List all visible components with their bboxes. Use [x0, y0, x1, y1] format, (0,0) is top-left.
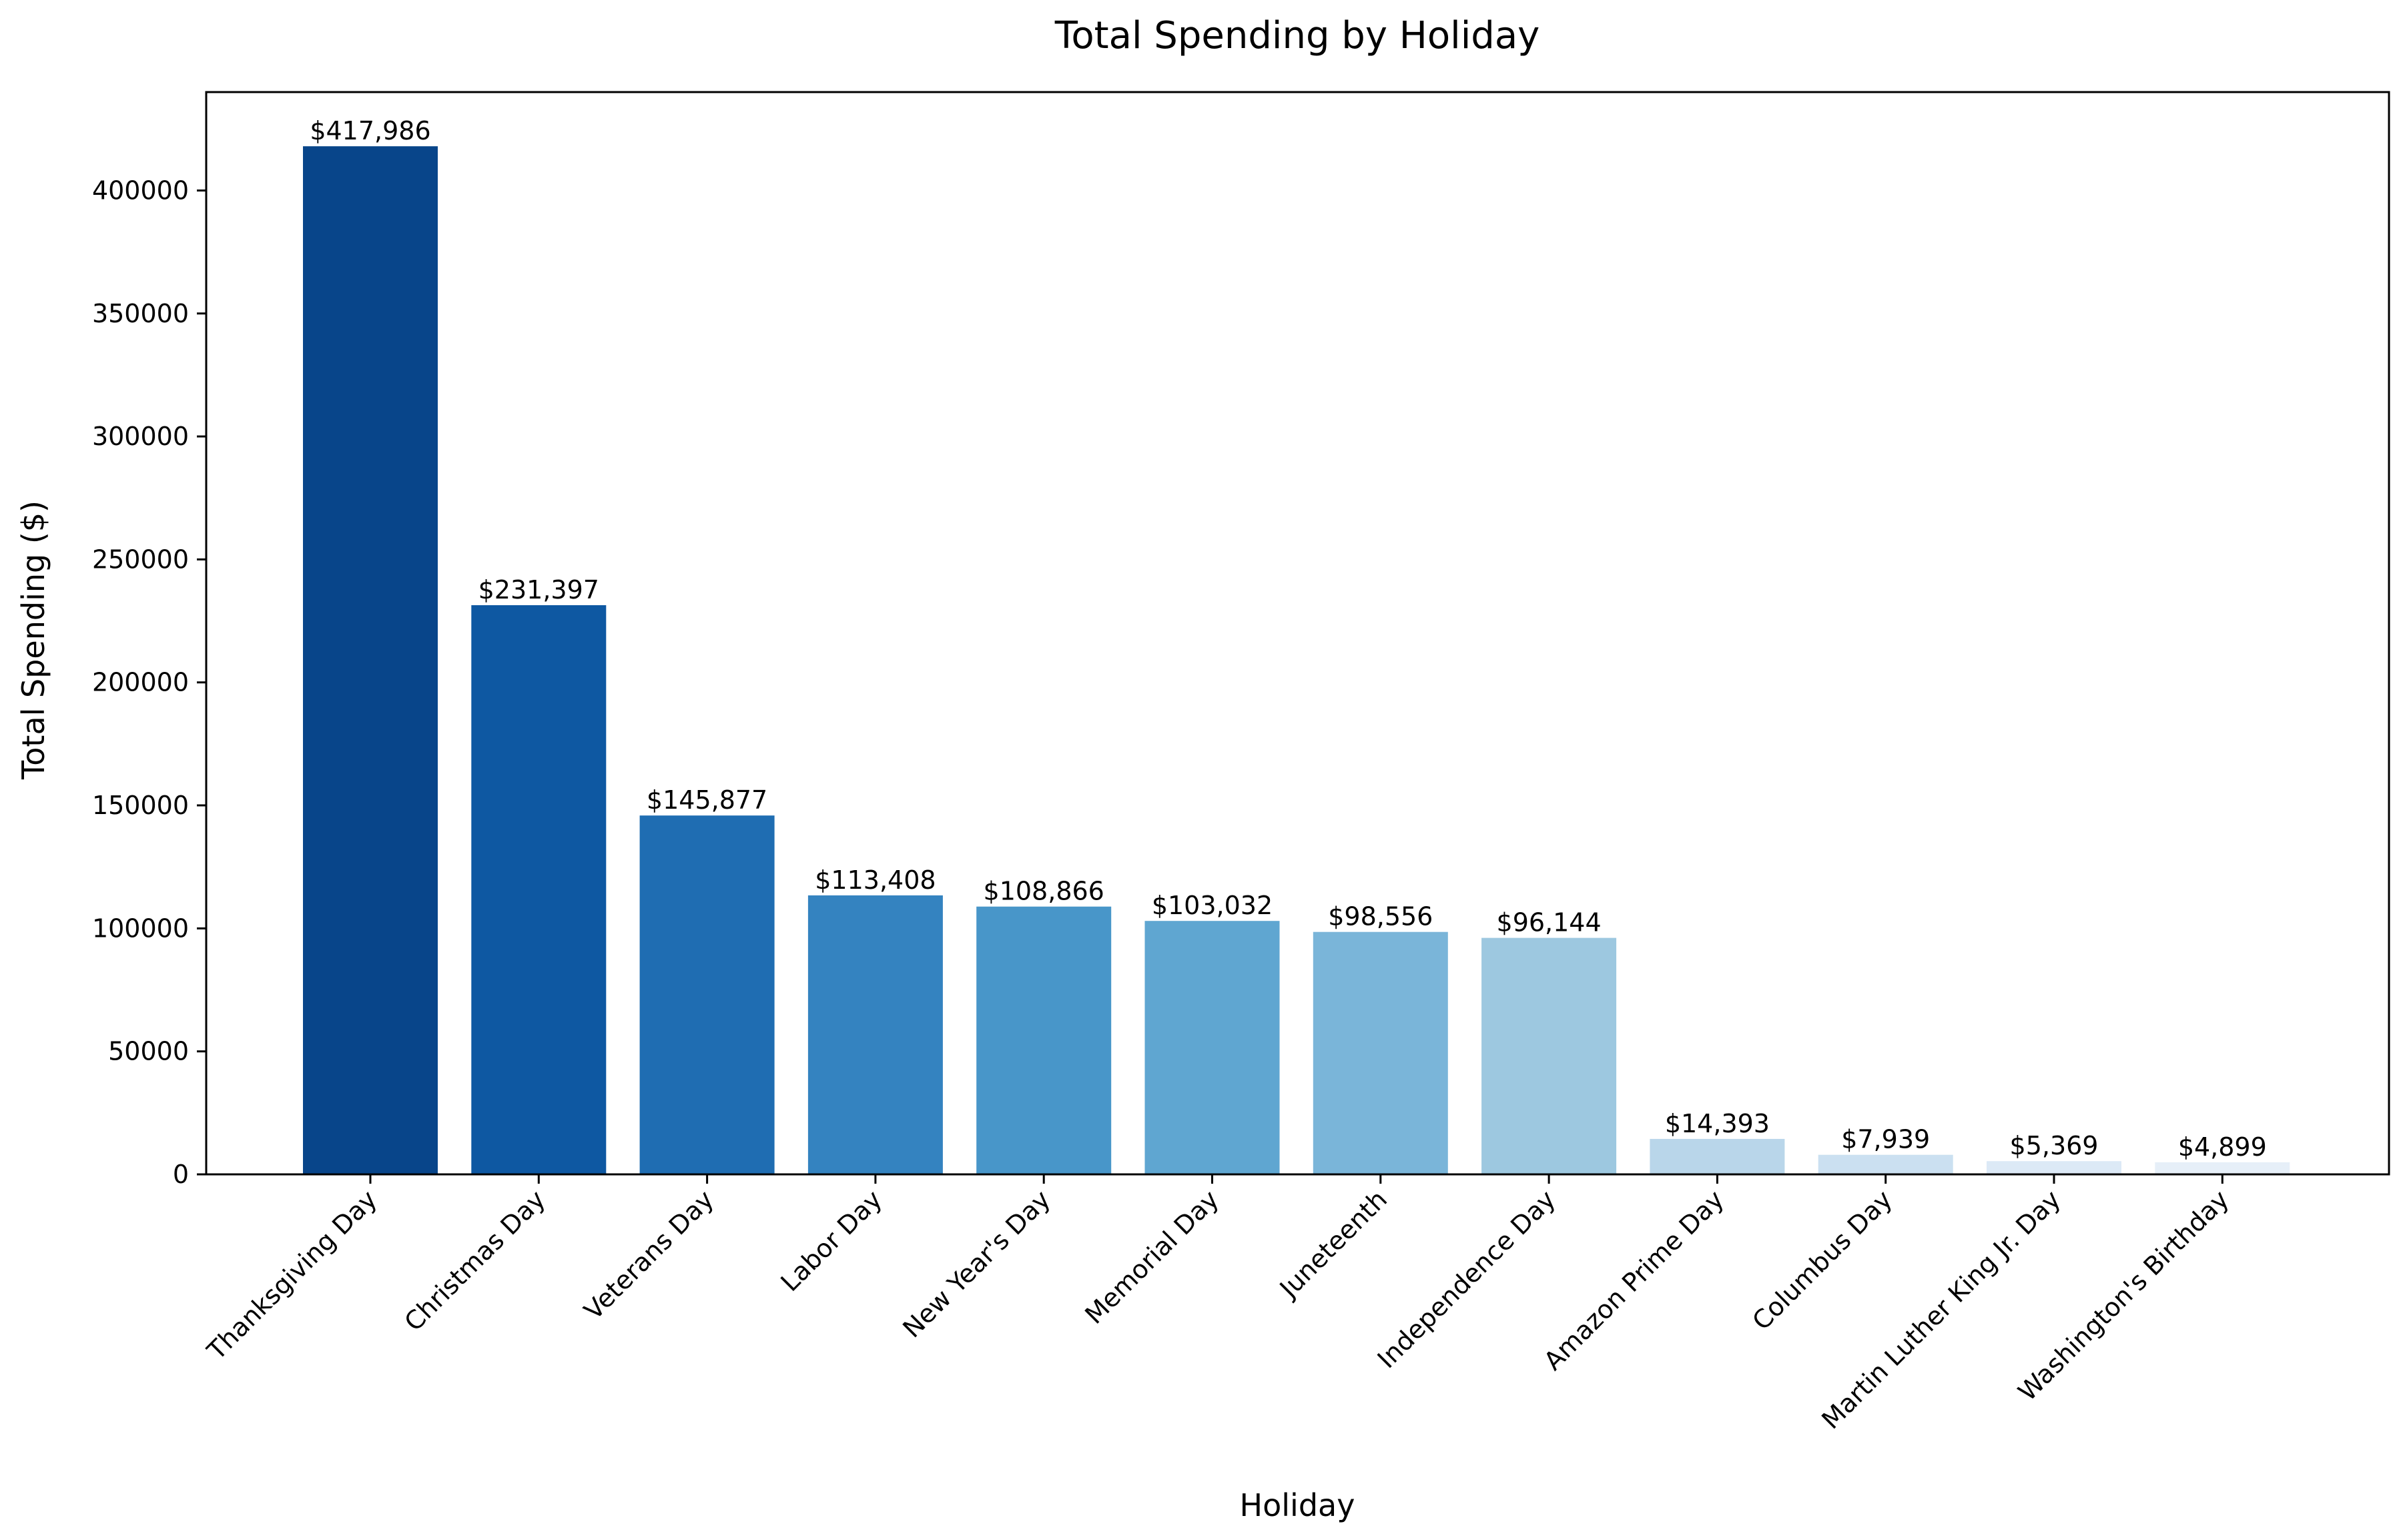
bar-value-label: $4,899 — [2178, 1132, 2267, 1162]
y-tick-label: 250000 — [92, 544, 189, 574]
bar — [1987, 1161, 2121, 1174]
bar-value-label: $7,939 — [1841, 1125, 1930, 1154]
bar — [471, 605, 607, 1174]
bar-value-label: $98,556 — [1328, 902, 1433, 931]
bar — [1313, 931, 1448, 1174]
bars-layer — [303, 146, 2290, 1175]
bar-value-label: $108,866 — [984, 877, 1104, 906]
bar-value-label: $113,408 — [815, 865, 936, 895]
x-axis-label: Holiday — [1240, 1487, 1355, 1523]
bar — [1818, 1154, 1953, 1174]
bar — [303, 146, 438, 1175]
y-tick-label: 300000 — [92, 422, 189, 451]
bar — [976, 906, 1112, 1174]
y-axis-label: Total Spending ($) — [15, 500, 51, 780]
plot-area-frame — [205, 91, 2390, 1176]
y-tick-label: 0 — [173, 1160, 189, 1189]
bar — [2155, 1162, 2290, 1174]
bar-value-label: $231,397 — [478, 575, 599, 605]
bar-value-label: $417,986 — [310, 116, 430, 145]
chart-title: Total Spending by Holiday — [1054, 14, 1540, 57]
y-tick-label: 150000 — [92, 791, 189, 820]
y-axis-ticks: 0 50000 100000 150000 200000 250000 300000 3500… — [92, 176, 206, 1189]
bar-value-label: $5,369 — [2010, 1131, 2099, 1160]
value-labels-layer: $417,986 $231,397 $145,877 $113,408 $108,866… — [310, 116, 2266, 1162]
bar — [1481, 937, 1617, 1174]
y-tick-label: 50000 — [108, 1037, 189, 1066]
y-tick-label: 400000 — [92, 176, 189, 206]
bar — [807, 895, 943, 1174]
y-tick-label: 100000 — [92, 913, 189, 943]
bar — [1650, 1138, 1785, 1174]
bar-value-label: $14,393 — [1665, 1109, 1770, 1138]
bar-value-label: $145,877 — [647, 785, 767, 815]
y-tick-label: 200000 — [92, 668, 189, 697]
bar-value-label: $103,032 — [1152, 891, 1273, 920]
bar-value-label: $96,144 — [1497, 908, 1602, 937]
bar — [639, 815, 775, 1174]
bar — [1144, 921, 1280, 1174]
y-tick-label: 350000 — [92, 299, 189, 328]
